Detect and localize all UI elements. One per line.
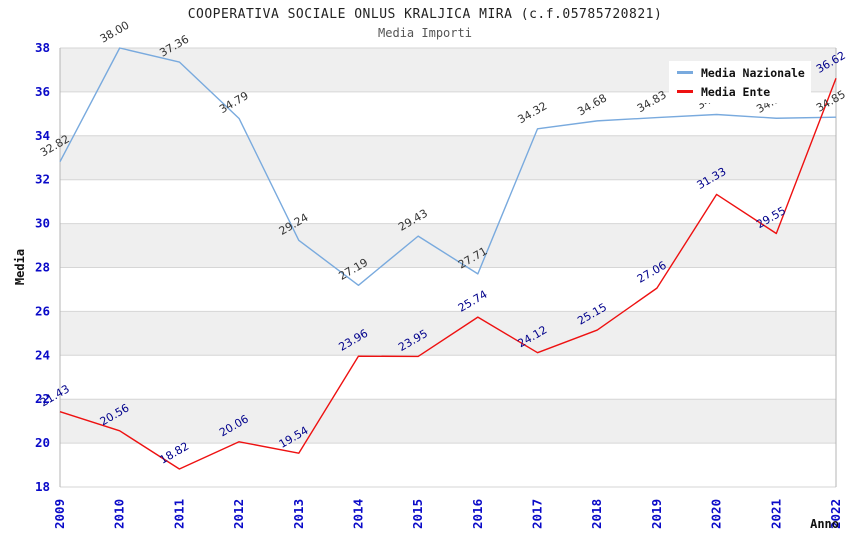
svg-text:36: 36: [35, 84, 50, 99]
x-axis-title: Anno: [810, 517, 839, 531]
svg-text:25.74: 25.74: [456, 288, 490, 315]
svg-text:2019: 2019: [649, 499, 664, 529]
svg-text:32: 32: [35, 172, 50, 187]
legend-label-media-ente: Media Ente: [701, 84, 771, 99]
legend: Media Nazionale Media Ente: [669, 61, 811, 103]
svg-text:28: 28: [35, 260, 50, 275]
svg-text:2017: 2017: [530, 499, 545, 529]
svg-text:26: 26: [35, 303, 50, 318]
svg-text:34: 34: [35, 128, 50, 143]
media-nazionale-line-swatch: [677, 71, 693, 74]
svg-text:2009: 2009: [52, 499, 67, 529]
svg-text:34.79: 34.79: [217, 89, 251, 116]
svg-text:2014: 2014: [350, 499, 365, 529]
svg-text:34.32: 34.32: [516, 99, 550, 126]
svg-text:24: 24: [35, 347, 50, 362]
y-axis-title: Media: [13, 248, 27, 286]
svg-text:2015: 2015: [410, 499, 425, 529]
legend-item-media-ente: Media Ente: [677, 85, 811, 99]
svg-text:2010: 2010: [112, 499, 127, 529]
svg-text:20: 20: [35, 435, 50, 450]
svg-text:34.68: 34.68: [575, 91, 609, 118]
svg-text:2018: 2018: [589, 499, 604, 529]
svg-text:2021: 2021: [768, 499, 783, 529]
svg-text:2016: 2016: [470, 499, 485, 529]
svg-text:2011: 2011: [171, 499, 186, 529]
svg-text:30: 30: [35, 216, 50, 231]
svg-text:2020: 2020: [709, 499, 724, 529]
svg-text:38.00: 38.00: [98, 19, 132, 46]
svg-text:2013: 2013: [291, 499, 306, 529]
svg-text:22: 22: [35, 391, 50, 406]
svg-text:2022: 2022: [828, 499, 843, 529]
svg-text:38: 38: [35, 40, 50, 55]
media-ente-line-swatch: [677, 90, 693, 93]
chart-title: COOPERATIVA SOCIALE ONLUS KRALJICA MIRA …: [187, 7, 663, 22]
svg-text:2012: 2012: [231, 499, 246, 529]
svg-text:18: 18: [35, 479, 50, 494]
legend-label-media-nazionale: Media Nazionale: [701, 65, 805, 80]
svg-text:18.82: 18.82: [157, 440, 191, 467]
chart-subtitle: Media Importi: [378, 26, 472, 40]
legend-item-media-nazionale: Media Nazionale: [677, 66, 811, 80]
